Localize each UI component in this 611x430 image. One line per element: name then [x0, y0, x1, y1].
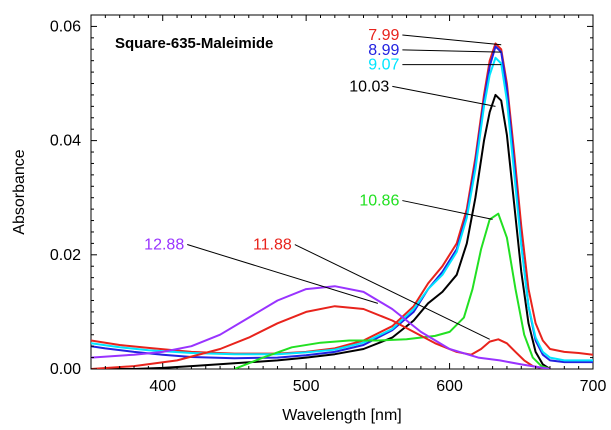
- plot-area: [90, 14, 594, 370]
- x-tick-label: 600: [436, 378, 463, 395]
- y-tick-label: 0.02: [50, 247, 81, 264]
- x-axis: 400 500 600 700: [90, 15, 607, 395]
- plot-frame: [90, 14, 594, 370]
- annotation-leader: [402, 49, 502, 53]
- y-axis-title: Absorbance: [11, 149, 28, 234]
- series-line-10-86: [233, 212, 551, 369]
- annotation-label: 7.99: [368, 27, 399, 44]
- annotation-label: 11.88: [253, 237, 292, 254]
- x-tick-label: 500: [293, 378, 320, 395]
- y-tick-label: 0.04: [50, 133, 81, 150]
- chart-title: Square-635-Maleimide: [115, 35, 273, 52]
- annotation-label: 8.99: [368, 42, 399, 59]
- series-line-11-88: [91, 305, 551, 369]
- series-line-12-88: [91, 285, 551, 369]
- annotation-leader: [402, 34, 502, 46]
- x-axis-title: Wavelength [nm]: [282, 407, 401, 424]
- annotation-label: 10.86: [359, 193, 399, 210]
- x-tick-label: 700: [580, 378, 607, 395]
- y-tick-label: 0.06: [50, 18, 81, 35]
- annotation-layer: 7.998.999.07 10.03 10.86 11.88 12.88: [144, 27, 502, 340]
- annotation-label: 10.03: [349, 78, 389, 95]
- series-line-9-07: [91, 56, 593, 362]
- annotation-leader: [294, 244, 490, 340]
- annotation-leader: [392, 85, 496, 107]
- y-axis: 0.00 0.02 0.04 0.06: [50, 18, 593, 378]
- annotation-label: 9.07: [368, 57, 399, 74]
- series-layer: [91, 42, 593, 369]
- annotation-leader: [402, 200, 493, 220]
- y-tick-label: 0.00: [50, 361, 81, 378]
- series-line-10-03: [91, 93, 551, 369]
- annotation-label: 12.88: [144, 237, 184, 254]
- x-tick-label: 400: [149, 378, 176, 395]
- annotation-leader: [187, 244, 379, 304]
